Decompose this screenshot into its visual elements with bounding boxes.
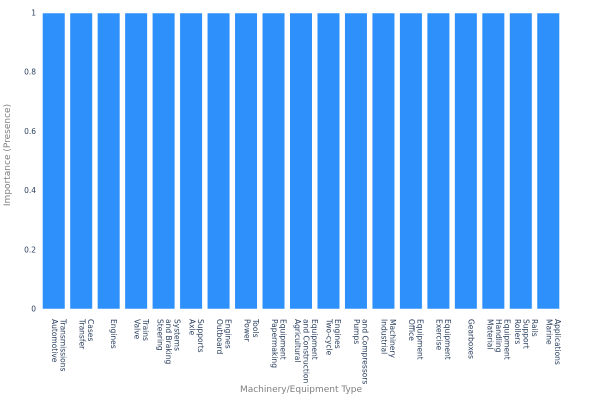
x-tick-label: Agricultural [293, 319, 302, 362]
x-tick-label: Trains [141, 318, 150, 341]
bar[interactable] [344, 12, 368, 310]
x-tick-label: Engines [333, 319, 342, 349]
y-tick-label: 0.8 [24, 68, 36, 77]
bar[interactable] [234, 12, 258, 310]
x-tick-label: Steering [156, 319, 165, 351]
x-tick-label: Axle [187, 319, 196, 336]
x-tick-label: Equipment [416, 319, 425, 360]
bar[interactable] [179, 12, 203, 310]
y-axis-title: Importance (Presence) [3, 104, 13, 206]
bar[interactable] [454, 12, 478, 310]
x-axis-title: Machinery/Equipment Type [240, 385, 363, 395]
x-tick-label: Support [521, 319, 530, 349]
x-tick-label: and Compressors [361, 319, 370, 384]
x-tick-label: Two-cycle [325, 318, 334, 356]
bar[interactable] [316, 12, 340, 310]
x-tick-label: Marine [545, 319, 554, 345]
bar[interactable] [399, 12, 423, 310]
x-tick-label: Equipment [502, 319, 511, 360]
x-tick-label: Outboard [215, 319, 224, 354]
x-tick-label: Industrial [380, 319, 389, 354]
y-tick-label: 0.6 [24, 127, 36, 136]
x-tick-label: Automotive [50, 319, 59, 363]
bar[interactable] [152, 12, 176, 310]
x-tick-label: Rollers [513, 319, 522, 344]
bar[interactable] [42, 12, 66, 310]
x-tick-label: Gearboxes [466, 319, 475, 359]
x-tick-label: Equipment [310, 319, 319, 360]
y-tick-label: 1 [31, 9, 36, 18]
bar[interactable] [97, 12, 121, 310]
x-tick-label: Equipment [443, 319, 452, 360]
bar[interactable] [481, 12, 505, 310]
x-tick-label: and Braking [164, 319, 173, 364]
y-tick-label: 0 [31, 305, 36, 314]
x-tick-label: Material [485, 319, 494, 349]
x-tick-label: Transmissions [58, 318, 67, 371]
x-tick-label: Handling [494, 319, 503, 353]
x-tick-label: Office [407, 319, 416, 341]
x-tick-label: Engines [109, 319, 118, 349]
bar[interactable] [289, 12, 313, 310]
x-tick-label: and Construction [302, 319, 311, 383]
bars-group [42, 12, 560, 310]
x-tick-label: Pumps [352, 319, 361, 344]
x-tick-label: Valve [132, 319, 141, 340]
x-axis: Automotive Transmissions Transfer Cases Engi… [50, 318, 562, 384]
x-tick-label: Machinery [388, 319, 397, 358]
x-tick-label: Cases [86, 319, 95, 341]
bar[interactable] [426, 12, 450, 310]
y-tick-label: 0.4 [24, 186, 36, 195]
x-tick-label: Equipment [278, 319, 287, 360]
bar[interactable] [509, 12, 533, 310]
x-tick-label: Tools [251, 318, 260, 338]
x-tick-label: Rails [530, 319, 539, 337]
bar[interactable] [207, 12, 231, 310]
x-tick-label: Transfer [77, 318, 86, 350]
x-tick-label: Applications [553, 319, 562, 365]
x-tick-label: Exercise [435, 319, 444, 351]
bar[interactable] [371, 12, 395, 310]
x-tick-label: Power [242, 319, 251, 343]
y-axis: 0 0.2 0.4 0.6 0.8 1 [24, 9, 36, 314]
x-tick-label: Engines [223, 319, 232, 349]
bar[interactable] [124, 12, 148, 310]
bar[interactable] [262, 12, 286, 310]
x-tick-label: Papermaking [270, 319, 279, 368]
y-tick-label: 0.2 [24, 245, 36, 254]
bar[interactable] [536, 12, 560, 310]
bar[interactable] [69, 12, 93, 310]
x-tick-label: Supports [196, 319, 205, 353]
x-tick-label: Systems [173, 319, 182, 351]
